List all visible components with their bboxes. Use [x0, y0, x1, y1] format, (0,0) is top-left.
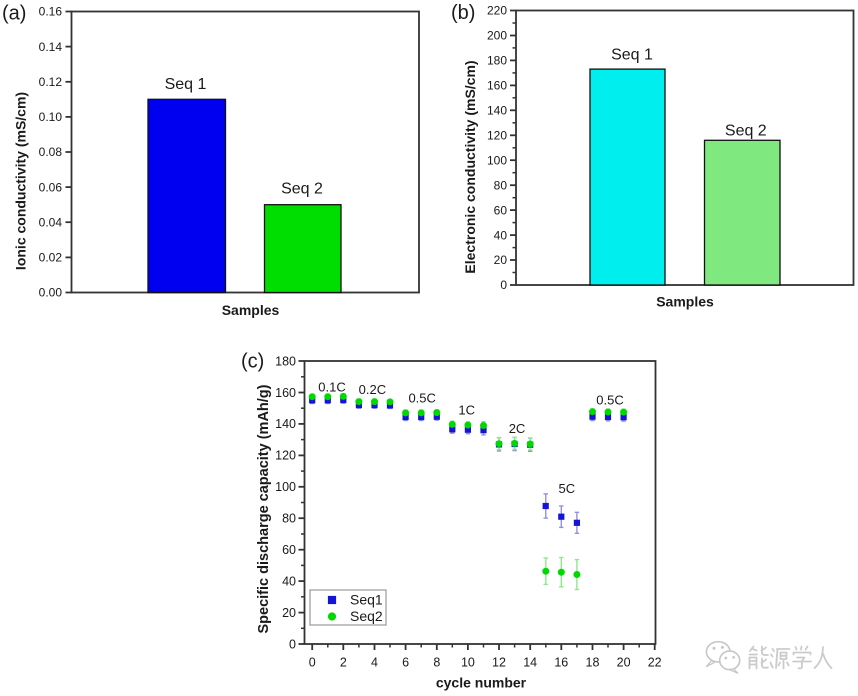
svg-text:22: 22	[648, 655, 662, 669]
svg-text:60: 60	[282, 543, 296, 557]
svg-text:140: 140	[487, 104, 507, 118]
svg-text:Samples: Samples	[656, 294, 714, 310]
svg-text:(c): (c)	[241, 351, 264, 373]
svg-text:180: 180	[275, 354, 296, 368]
svg-text:16: 16	[554, 655, 568, 669]
svg-text:18: 18	[586, 655, 600, 669]
svg-text:4: 4	[371, 655, 378, 669]
svg-text:120: 120	[275, 449, 296, 463]
svg-text:0: 0	[500, 278, 507, 292]
svg-text:0.12: 0.12	[39, 75, 63, 89]
svg-text:0.5C: 0.5C	[408, 390, 435, 405]
svg-text:2C: 2C	[509, 421, 526, 436]
svg-text:0.04: 0.04	[39, 215, 63, 229]
svg-text:Ionic conductivity (mS/cm): Ionic conductivity (mS/cm)	[13, 92, 29, 270]
svg-text:2: 2	[340, 655, 347, 669]
svg-text:0.2C: 0.2C	[359, 382, 386, 397]
svg-text:0: 0	[289, 637, 296, 651]
svg-text:10: 10	[461, 655, 475, 669]
svg-text:200: 200	[487, 29, 507, 43]
svg-text:Seq 2: Seq 2	[725, 123, 767, 140]
svg-text:140: 140	[275, 417, 296, 431]
svg-text:0.1C: 0.1C	[318, 380, 345, 395]
svg-text:20: 20	[282, 606, 296, 620]
svg-text:Electronic conductivity (mS/cm: Electronic conductivity (mS/cm)	[462, 60, 478, 273]
svg-text:cycle number: cycle number	[436, 675, 527, 691]
svg-text:0.10: 0.10	[39, 110, 63, 124]
svg-text:Seq 2: Seq 2	[281, 180, 323, 197]
svg-text:14: 14	[523, 655, 537, 669]
svg-text:160: 160	[487, 79, 507, 93]
svg-text:40: 40	[494, 228, 508, 242]
svg-text:100: 100	[275, 480, 296, 494]
svg-text:160: 160	[275, 386, 296, 400]
svg-text:8: 8	[433, 655, 440, 669]
svg-text:0.16: 0.16	[39, 5, 63, 19]
svg-text:(a): (a)	[2, 3, 26, 25]
svg-text:180: 180	[487, 54, 507, 68]
svg-text:Seq1: Seq1	[350, 592, 383, 608]
svg-text:Seq2: Seq2	[350, 608, 383, 624]
svg-text:60: 60	[494, 203, 508, 217]
svg-text:120: 120	[487, 129, 507, 143]
svg-text:20: 20	[617, 655, 631, 669]
svg-text:0.5C: 0.5C	[596, 393, 623, 408]
svg-text:(b): (b)	[451, 2, 475, 24]
svg-text:40: 40	[282, 574, 296, 588]
svg-text:Specific discharge capacity (m: Specific discharge capacity (mAh/g)	[256, 384, 272, 633]
svg-text:80: 80	[282, 512, 296, 526]
svg-text:0.14: 0.14	[39, 40, 63, 54]
svg-text:0.00: 0.00	[39, 286, 63, 300]
svg-text:0.02: 0.02	[39, 251, 63, 265]
svg-text:6: 6	[402, 655, 409, 669]
svg-text:0: 0	[309, 655, 316, 669]
svg-text:0.08: 0.08	[39, 145, 63, 159]
svg-text:Seq 1: Seq 1	[611, 46, 653, 63]
svg-text:0.06: 0.06	[39, 180, 63, 194]
svg-text:100: 100	[487, 153, 507, 167]
svg-text:220: 220	[487, 4, 507, 18]
svg-text:5C: 5C	[558, 481, 575, 496]
svg-text:80: 80	[494, 178, 508, 192]
svg-text:12: 12	[492, 655, 506, 669]
svg-text:1C: 1C	[458, 403, 475, 418]
svg-text:Samples: Samples	[222, 302, 280, 318]
svg-text:Seq 1: Seq 1	[165, 76, 207, 93]
svg-text:20: 20	[494, 253, 508, 267]
